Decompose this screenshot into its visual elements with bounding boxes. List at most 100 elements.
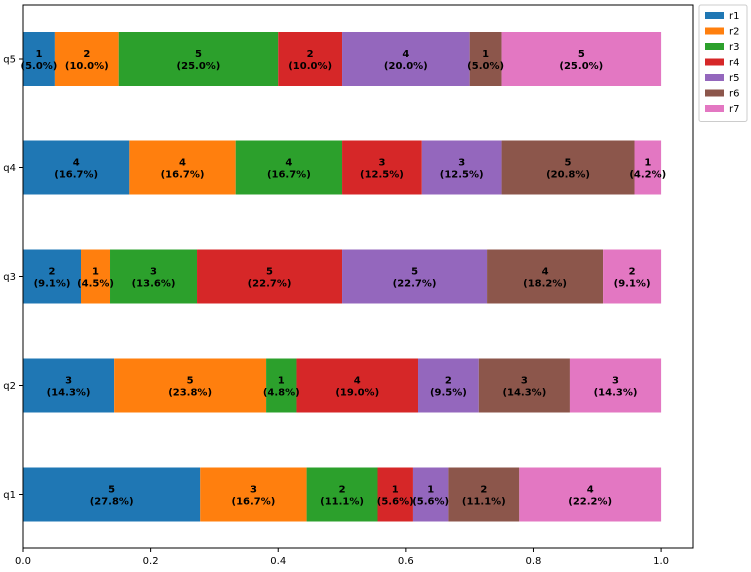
segment-labels-layer: 5 (27.8%) 3 (16.7%) 2 (11.1%) 1 (5.6%)1 (5.6%) 2(… [21,49,667,508]
legend-label-r7: r7 [729,104,739,115]
legend: r1 r2 r3 r4 r5 r6 r7 [698,4,748,122]
legend-label-r2: r2 [729,27,739,38]
segment-label-q2-r4: 4 (19.0%) [335,376,379,399]
bar-segment-q3-r2 [81,249,111,304]
legend-swatch-r4 [705,58,724,66]
segment-label-q5-r4: 2 (10.0%) [288,49,332,72]
bar-segment-q2-r6 [478,358,570,413]
bar-segment-q4-r5 [421,140,502,195]
segment-label-q1-r2: 3 (16.7%) [232,485,276,508]
segment-label-q3-r4: 5 (22.7%) [248,267,292,290]
segment-label-q3-r5: 5 (22.7%) [393,267,437,290]
bar-segment-q4-r2 [129,140,236,195]
segment-label-q4-r1: 4 (16.7%) [54,158,98,181]
y-tick-label: q1 [3,490,16,501]
segment-label-q1-r3: 2 (11.1%) [320,485,364,508]
bar-segment-q5-r2 [54,32,119,86]
x-tick-label: 1.0 [653,556,669,567]
segment-label-q1-r6: 2 (11.1%) [462,485,506,508]
bar-segment-q4-r1 [23,140,130,195]
bar-segment-q5-r1 [23,32,55,86]
bar-segment-q4-r7 [634,140,662,195]
legend-label-r4: r4 [729,58,739,69]
bar-segment-q1-r7 [519,467,662,522]
bar-segment-q2-r1 [23,358,115,413]
segment-label-q1-r5: 1 (5.6%) [412,485,449,508]
segment-label-q1-r1: 5 (27.8%) [90,485,134,508]
legend-swatch-r2 [705,27,724,35]
legend-label-r5: r5 [729,73,739,84]
bar-segment-q3-r3 [110,249,198,304]
bar-segment-q2-r2 [114,358,267,413]
legend-label-r1: r1 [729,11,739,22]
segment-label-q4-r6: 5 (20.8%) [546,158,590,181]
x-tick-label: 0.4 [270,556,286,567]
segment-label-q3-r1: 2 (9.1%) [34,267,71,290]
segment-label-q5-r7: 5 (25.0%) [559,49,603,72]
bar-segment-q2-r3 [266,358,297,413]
legend-swatch-r5 [705,74,724,81]
segment-label-q1-r4: 1 (5.6%) [377,485,414,508]
segment-label-q2-r5: 2 (9.5%) [430,376,467,399]
segment-label-q4-r3: 4 (16.7%) [267,158,311,181]
bar-segment-q2-r5 [418,358,479,413]
x-tick-label: 0.8 [526,556,542,567]
bar-segment-q1-r3 [306,467,378,522]
segment-label-q5-r6: 1 (5.0%) [467,49,504,72]
segment-label-q4-r2: 4 (16.7%) [161,158,205,181]
bar-segment-q2-r7 [569,358,662,413]
segment-label-q3-r6: 4 (18.2%) [523,267,567,290]
bar-segment-q3-r4 [197,249,343,304]
bar-segment-q3-r5 [342,249,488,304]
segment-label-q4-r7: 1 (4.2%) [629,158,666,181]
segment-label-q5-r1: 1 (5.0%) [21,49,58,72]
legend-swatch-r1 [705,12,724,19]
segment-label-q3-r3: 3 (13.6%) [132,267,176,290]
segment-label-q1-r7: 4 (22.2%) [568,485,612,508]
legend-swatch-r3 [705,43,724,50]
bar-segment-q1-r4 [377,467,413,522]
segment-label-q3-r2: 1 (4.5%) [77,267,114,290]
bar-segment-q2-r4 [296,358,419,413]
bar-segment-q1-r5 [412,467,449,522]
y-tick-label: q3 [3,272,16,283]
segment-label-q5-r3: 5 (25.0%) [177,49,221,72]
segment-label-q2-r6: 3 (14.3%) [502,376,546,399]
segment-label-q5-r5: 4 (20.0%) [384,49,428,72]
segment-label-q2-r2: 5 (23.8%) [168,376,212,399]
bar-segment-q5-r6 [469,32,502,86]
segment-label-q4-r4: 3 (12.5%) [360,158,404,181]
legend-label-r6: r6 [729,89,739,100]
bar-segment-q1-r1 [23,467,201,522]
segment-label-q3-r7: 2 (9.1%) [614,267,651,290]
bar-segment-q5-r4 [278,32,343,86]
bars-layer [23,32,662,522]
x-tick-label: 0.0 [15,556,31,567]
bar-segment-q5-r7 [501,32,662,86]
bar-segment-q4-r6 [501,140,635,195]
y-tick-label: q4 [3,163,16,174]
x-tick-label: 0.6 [398,556,414,567]
legend-label-r3: r3 [729,42,739,53]
legend-swatch-r7 [705,105,724,112]
x-tick-label: 0.2 [143,556,159,567]
bar-segment-q4-r4 [342,140,422,195]
bar-segment-q4-r3 [235,140,343,195]
bar-segment-q5-r3 [118,32,279,86]
bar-segment-q1-r2 [200,467,307,522]
bar-segment-q5-r5 [342,32,470,86]
y-tick-label: q5 [3,55,16,66]
segment-label-q5-r2: 2 (10.0%) [65,49,109,72]
legend-swatch-r6 [705,89,724,97]
segment-label-q2-r1: 3 (14.3%) [47,376,91,399]
bar-segment-q1-r6 [448,467,520,522]
bar-segment-q3-r1 [23,249,82,304]
y-tick-label: q2 [3,381,16,392]
segment-label-q2-r3: 1 (4.8%) [263,376,300,399]
axes-layer: 0.0 0.2 0.4 0.6 0.8 1.0 q1 q2 q3 q4 q5 [3,4,694,567]
bar-segment-q3-r7 [603,249,662,304]
bar-segment-q3-r6 [487,249,604,304]
segment-label-q4-r5: 3 (12.5%) [440,158,484,181]
segment-label-q2-r7: 3 (14.3%) [594,376,638,399]
